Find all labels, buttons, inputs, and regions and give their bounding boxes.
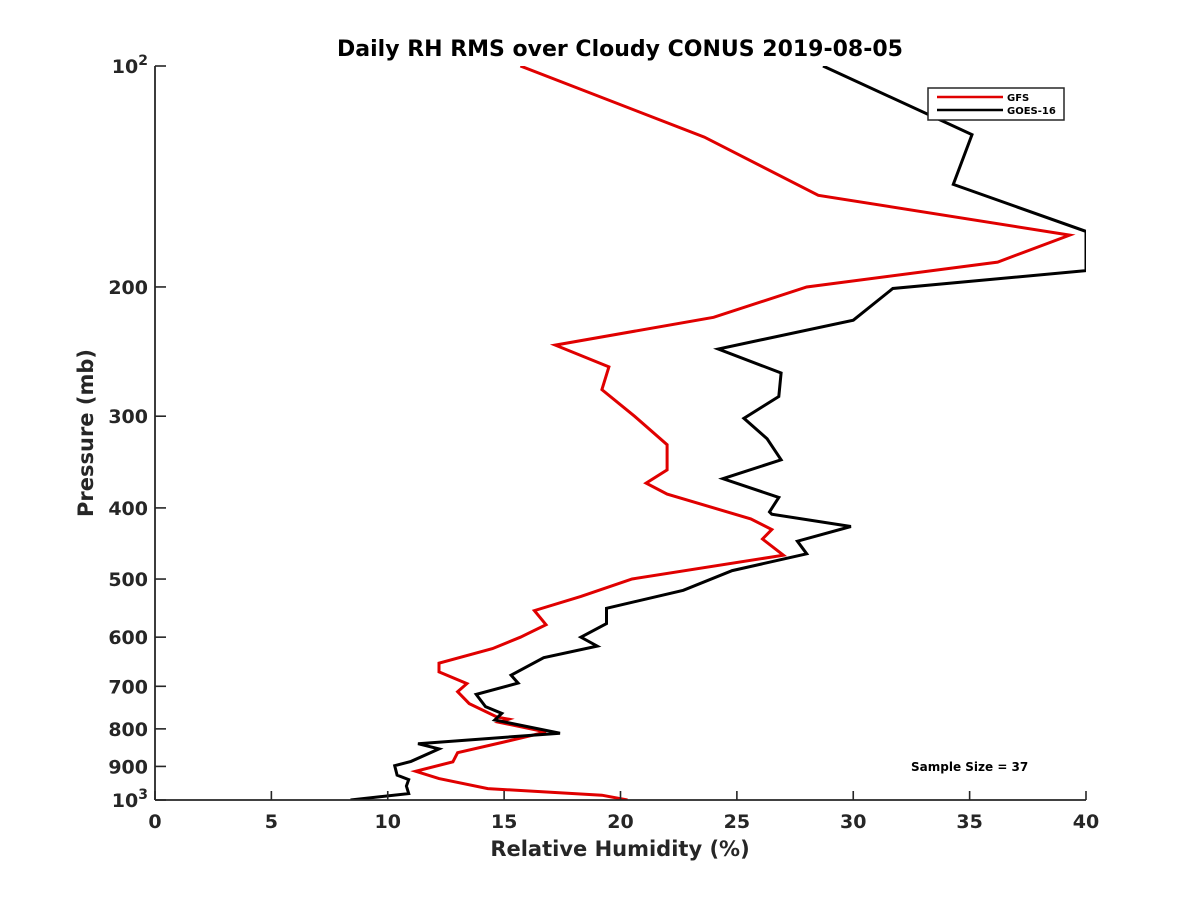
y-axis-title: Pressure (mb) [74, 349, 98, 517]
y-tick-label: 900 [108, 756, 148, 778]
y-tick-label: 300 [108, 406, 148, 428]
x-tick-label: 20 [607, 811, 633, 833]
series-line-goes-16 [350, 66, 1086, 800]
legend-label-goes-16: GOES-16 [1007, 106, 1056, 117]
series-layer [350, 66, 1086, 800]
y-axis-ticks: 102 200 300 400 500 600 700 800 900 103 [108, 53, 166, 812]
y-tick-label: 200 [108, 277, 148, 299]
legend: GFS GOES-16 [927, 87, 1065, 121]
y-tick-label: 800 [108, 719, 148, 741]
series-line-gfs [410, 66, 1076, 800]
x-tick-label: 0 [148, 811, 161, 833]
x-tick-label: 30 [840, 811, 866, 833]
chart-title: Daily RH RMS over Cloudy CONUS 2019-08-0… [337, 37, 903, 62]
y-tick-label: 103 [112, 787, 148, 812]
legend-label-gfs: GFS [1007, 93, 1029, 104]
x-tick-label: 35 [956, 811, 982, 833]
x-axis-ticks: 0 5 10 15 20 25 30 35 40 [148, 791, 1099, 833]
y-tick-label: 500 [108, 569, 148, 591]
y-tick-label: 700 [108, 676, 148, 698]
x-tick-label: 40 [1073, 811, 1099, 833]
x-tick-label: 25 [724, 811, 750, 833]
x-axis-title: Relative Humidity (%) [490, 837, 749, 861]
x-tick-label: 5 [265, 811, 278, 833]
y-tick-label: 600 [108, 627, 148, 649]
y-tick-label: 400 [108, 498, 148, 520]
x-tick-label: 15 [491, 811, 517, 833]
y-tick-label: 102 [112, 53, 148, 78]
x-tick-label: 10 [375, 811, 401, 833]
sample-size-annotation: Sample Size = 37 [911, 760, 1028, 774]
legend-box [927, 87, 1065, 121]
